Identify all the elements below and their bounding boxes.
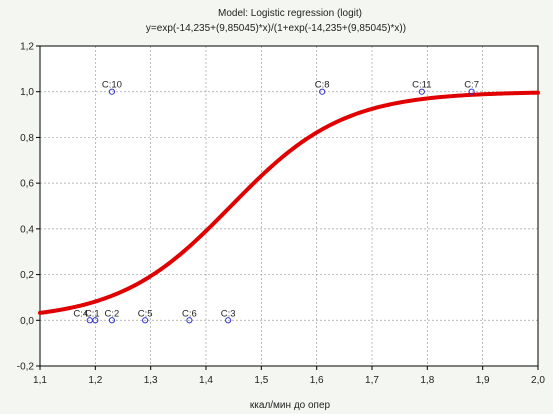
x-tick-label: 1,9 [476,375,490,386]
x-tick-label: 1,1 [33,375,47,386]
data-point [142,317,149,324]
plot-background [40,46,538,366]
y-tick-label: 0,8 [20,133,34,144]
x-tick-label: 1,2 [88,375,102,386]
data-point [108,88,116,95]
data-point [225,317,232,324]
y-tick-label: 0,2 [20,270,34,281]
y-tick-label: 0,0 [20,316,34,327]
x-tick-label: 1,7 [365,375,379,386]
plot-border [39,45,539,367]
data-point-label: C:4 [73,308,88,319]
data-point-label: C:3 [221,308,236,319]
data-point-label: C:11 [412,80,431,91]
chart-subtitle: y=exp(-14,235+(9,85045)*x)/(1+exp(-14,23… [146,23,406,34]
y-tick-label: 0,4 [20,224,34,235]
data-point-label: C:5 [138,308,153,319]
data-point [92,317,99,324]
x-tick-label: 1,3 [144,375,158,386]
x-tick-label: 2,0 [531,375,545,386]
data-point-label: C:8 [315,80,330,91]
x-tick-label: 1,6 [310,375,324,386]
data-point [319,88,326,95]
x-tick-label: 1,4 [199,375,213,386]
data-point-label: C:2 [105,308,120,319]
x-tick-label: 1,5 [254,375,268,386]
data-point-label: C:10 [102,80,122,91]
plot-area: 1,1 1,2 1,3 1,4 1,5 1,6 1,7 1,8 1,9 2,0 -0,2 0,0 0,2… [17,42,546,387]
data-point-label: C:7 [464,80,479,91]
logistic-curve [38,90,540,315]
y-tick-label: 0,6 [20,179,34,190]
data-point [186,317,193,324]
data-point-label: C:6 [182,308,197,319]
y-tick-label: 1,0 [20,87,34,98]
data-point-label: C:1 [85,308,100,319]
y-tick-label: -0,2 [17,362,35,373]
data-point [468,88,475,95]
data-point [108,317,116,324]
data-point [418,88,425,95]
chart-title: Model: Logistic regression (logit) [218,8,362,19]
x-tick-label: 1,8 [420,375,434,386]
y-tick-label: 1,2 [20,42,34,53]
x-axis-label: ккал/мин до опер [250,400,331,411]
